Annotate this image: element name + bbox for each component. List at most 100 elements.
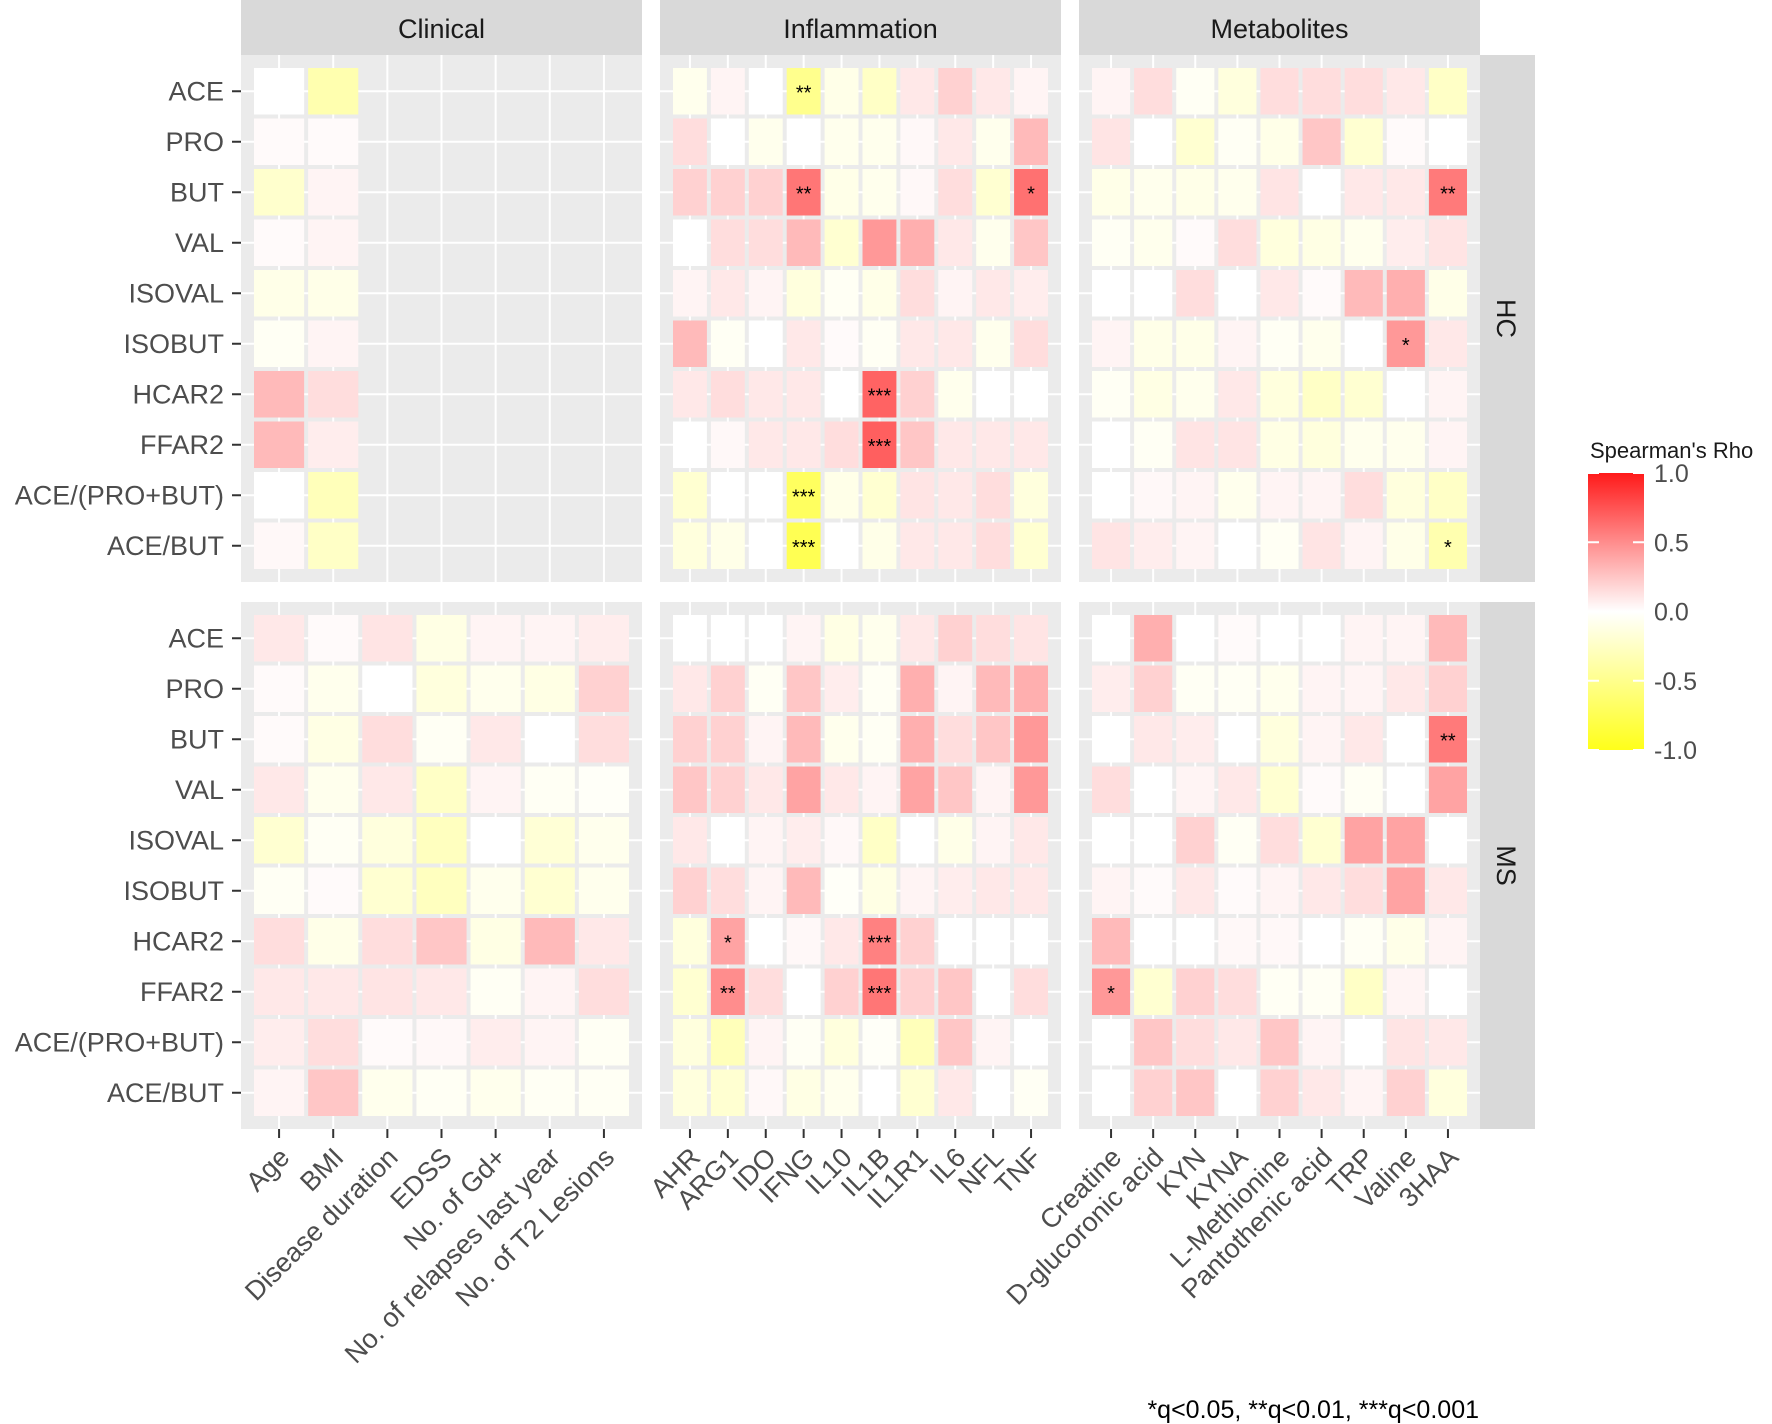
heatmap-cell — [862, 968, 897, 1015]
heatmap-cell — [1428, 522, 1467, 569]
heatmap-cell — [1014, 867, 1048, 914]
heatmap-cell — [524, 615, 575, 662]
heatmap-cell — [824, 766, 859, 813]
heatmap-cell — [1344, 68, 1383, 115]
heatmap-cell — [862, 1019, 897, 1066]
facet-label-ms: MS — [1491, 845, 1521, 886]
heatmap-cell — [938, 716, 973, 763]
heatmap-cell — [1302, 320, 1341, 367]
heatmap-cell — [1176, 615, 1215, 662]
heatmap-cell — [673, 1019, 707, 1066]
heatmap-cell — [524, 817, 575, 864]
heatmap-cell — [1218, 118, 1257, 165]
heatmap-cell — [824, 270, 859, 317]
heatmap-cell — [748, 766, 783, 813]
heatmap-cell — [710, 472, 745, 519]
heatmap-cell — [862, 219, 897, 266]
heatmap-cell — [976, 1019, 1011, 1066]
heatmap-cell — [1176, 371, 1215, 418]
heatmap-cell — [1386, 1069, 1425, 1116]
heatmap-cell — [938, 371, 973, 418]
heatmap-cell — [748, 1069, 783, 1116]
heatmap-cell — [938, 1069, 973, 1116]
heatmap-cell — [1176, 472, 1215, 519]
heatmap-cell — [1134, 169, 1173, 216]
heatmap-cell — [710, 118, 745, 165]
heatmap-cell — [748, 118, 783, 165]
row-tick-label: BUT — [170, 177, 224, 207]
heatmap-cell — [470, 615, 521, 662]
heatmap-cell — [308, 371, 359, 418]
heatmap-cell — [362, 615, 413, 662]
heatmap-cell — [862, 169, 897, 216]
panel-ms-inflammation: * ***** *** — [660, 602, 1061, 1129]
significance-mark: ** — [720, 983, 736, 1005]
heatmap-cell — [862, 1069, 897, 1116]
heatmap-cell — [1344, 716, 1383, 763]
heatmap-cell — [1386, 615, 1425, 662]
heatmap-cell — [824, 716, 859, 763]
heatmap-cell — [710, 421, 745, 468]
heatmap-cell — [710, 968, 745, 1015]
heatmap-cell — [470, 1019, 521, 1066]
heatmap-cell — [1092, 1069, 1131, 1116]
heatmap-cell — [1092, 716, 1131, 763]
heatmap-cell — [362, 817, 413, 864]
heatmap-cell — [673, 817, 707, 864]
heatmap-cell — [1260, 118, 1299, 165]
heatmap-cell — [673, 766, 707, 813]
heatmap-cell — [710, 1069, 745, 1116]
facet-label-metabolites: Metabolites — [1210, 14, 1348, 44]
heatmap-cell — [1302, 169, 1341, 216]
row-tick-label: ISOVAL — [128, 825, 224, 855]
heatmap-cell — [900, 1069, 935, 1116]
heatmap-cell — [578, 665, 629, 712]
heatmap-cell — [900, 968, 935, 1015]
heatmap-cell — [976, 118, 1011, 165]
heatmap-cell — [1176, 766, 1215, 813]
heatmap-cell — [900, 918, 935, 965]
heatmap-cell — [1386, 918, 1425, 965]
heatmap-cell — [824, 1069, 859, 1116]
heatmap-cell — [308, 270, 359, 317]
legend-tick-label: -0.5 — [1654, 668, 1697, 696]
row-tick-label: ISOVAL — [128, 278, 224, 308]
heatmap-cell — [1344, 522, 1383, 569]
heatmap-cell — [862, 817, 897, 864]
heatmap-cell — [524, 766, 575, 813]
row-tick-label: FFAR2 — [140, 977, 224, 1007]
heatmap-cell — [900, 1019, 935, 1066]
heatmap-cell — [1134, 665, 1173, 712]
heatmap-cell — [1014, 118, 1048, 165]
heatmap-cell — [1092, 817, 1131, 864]
heatmap-cell — [1386, 1019, 1425, 1066]
heatmap-cell — [470, 716, 521, 763]
heatmap-cell — [862, 766, 897, 813]
heatmap-cell — [673, 421, 707, 468]
facet-label-hc: HC — [1491, 299, 1521, 338]
heatmap-cell — [1302, 472, 1341, 519]
heatmap-cell — [1218, 472, 1257, 519]
heatmap-cell — [1386, 320, 1425, 367]
heatmap-cell — [1092, 320, 1131, 367]
heatmap-cell — [1302, 270, 1341, 317]
heatmap-cell — [786, 1069, 821, 1116]
heatmap-cell — [900, 371, 935, 418]
heatmap-cell — [976, 615, 1011, 662]
facet-strip-metabolites — [1079, 0, 1480, 55]
heatmap-cell — [900, 665, 935, 712]
heatmap-cell — [1428, 716, 1467, 763]
heatmap-cell — [976, 371, 1011, 418]
heatmap-cell — [578, 918, 629, 965]
row-tick-label: ACE — [168, 623, 224, 653]
heatmap-cell — [1428, 421, 1467, 468]
facet-label-inflammation: Inflammation — [783, 14, 938, 44]
heatmap-cell — [710, 1019, 745, 1066]
panel-hc-clinical — [241, 55, 642, 582]
heatmap-cell — [748, 968, 783, 1015]
legend-tick-label: 0.5 — [1654, 529, 1689, 557]
heatmap-cell — [1428, 766, 1467, 813]
heatmap-cell — [748, 68, 783, 115]
heatmap-cell — [900, 615, 935, 662]
heatmap-cell — [1260, 371, 1299, 418]
